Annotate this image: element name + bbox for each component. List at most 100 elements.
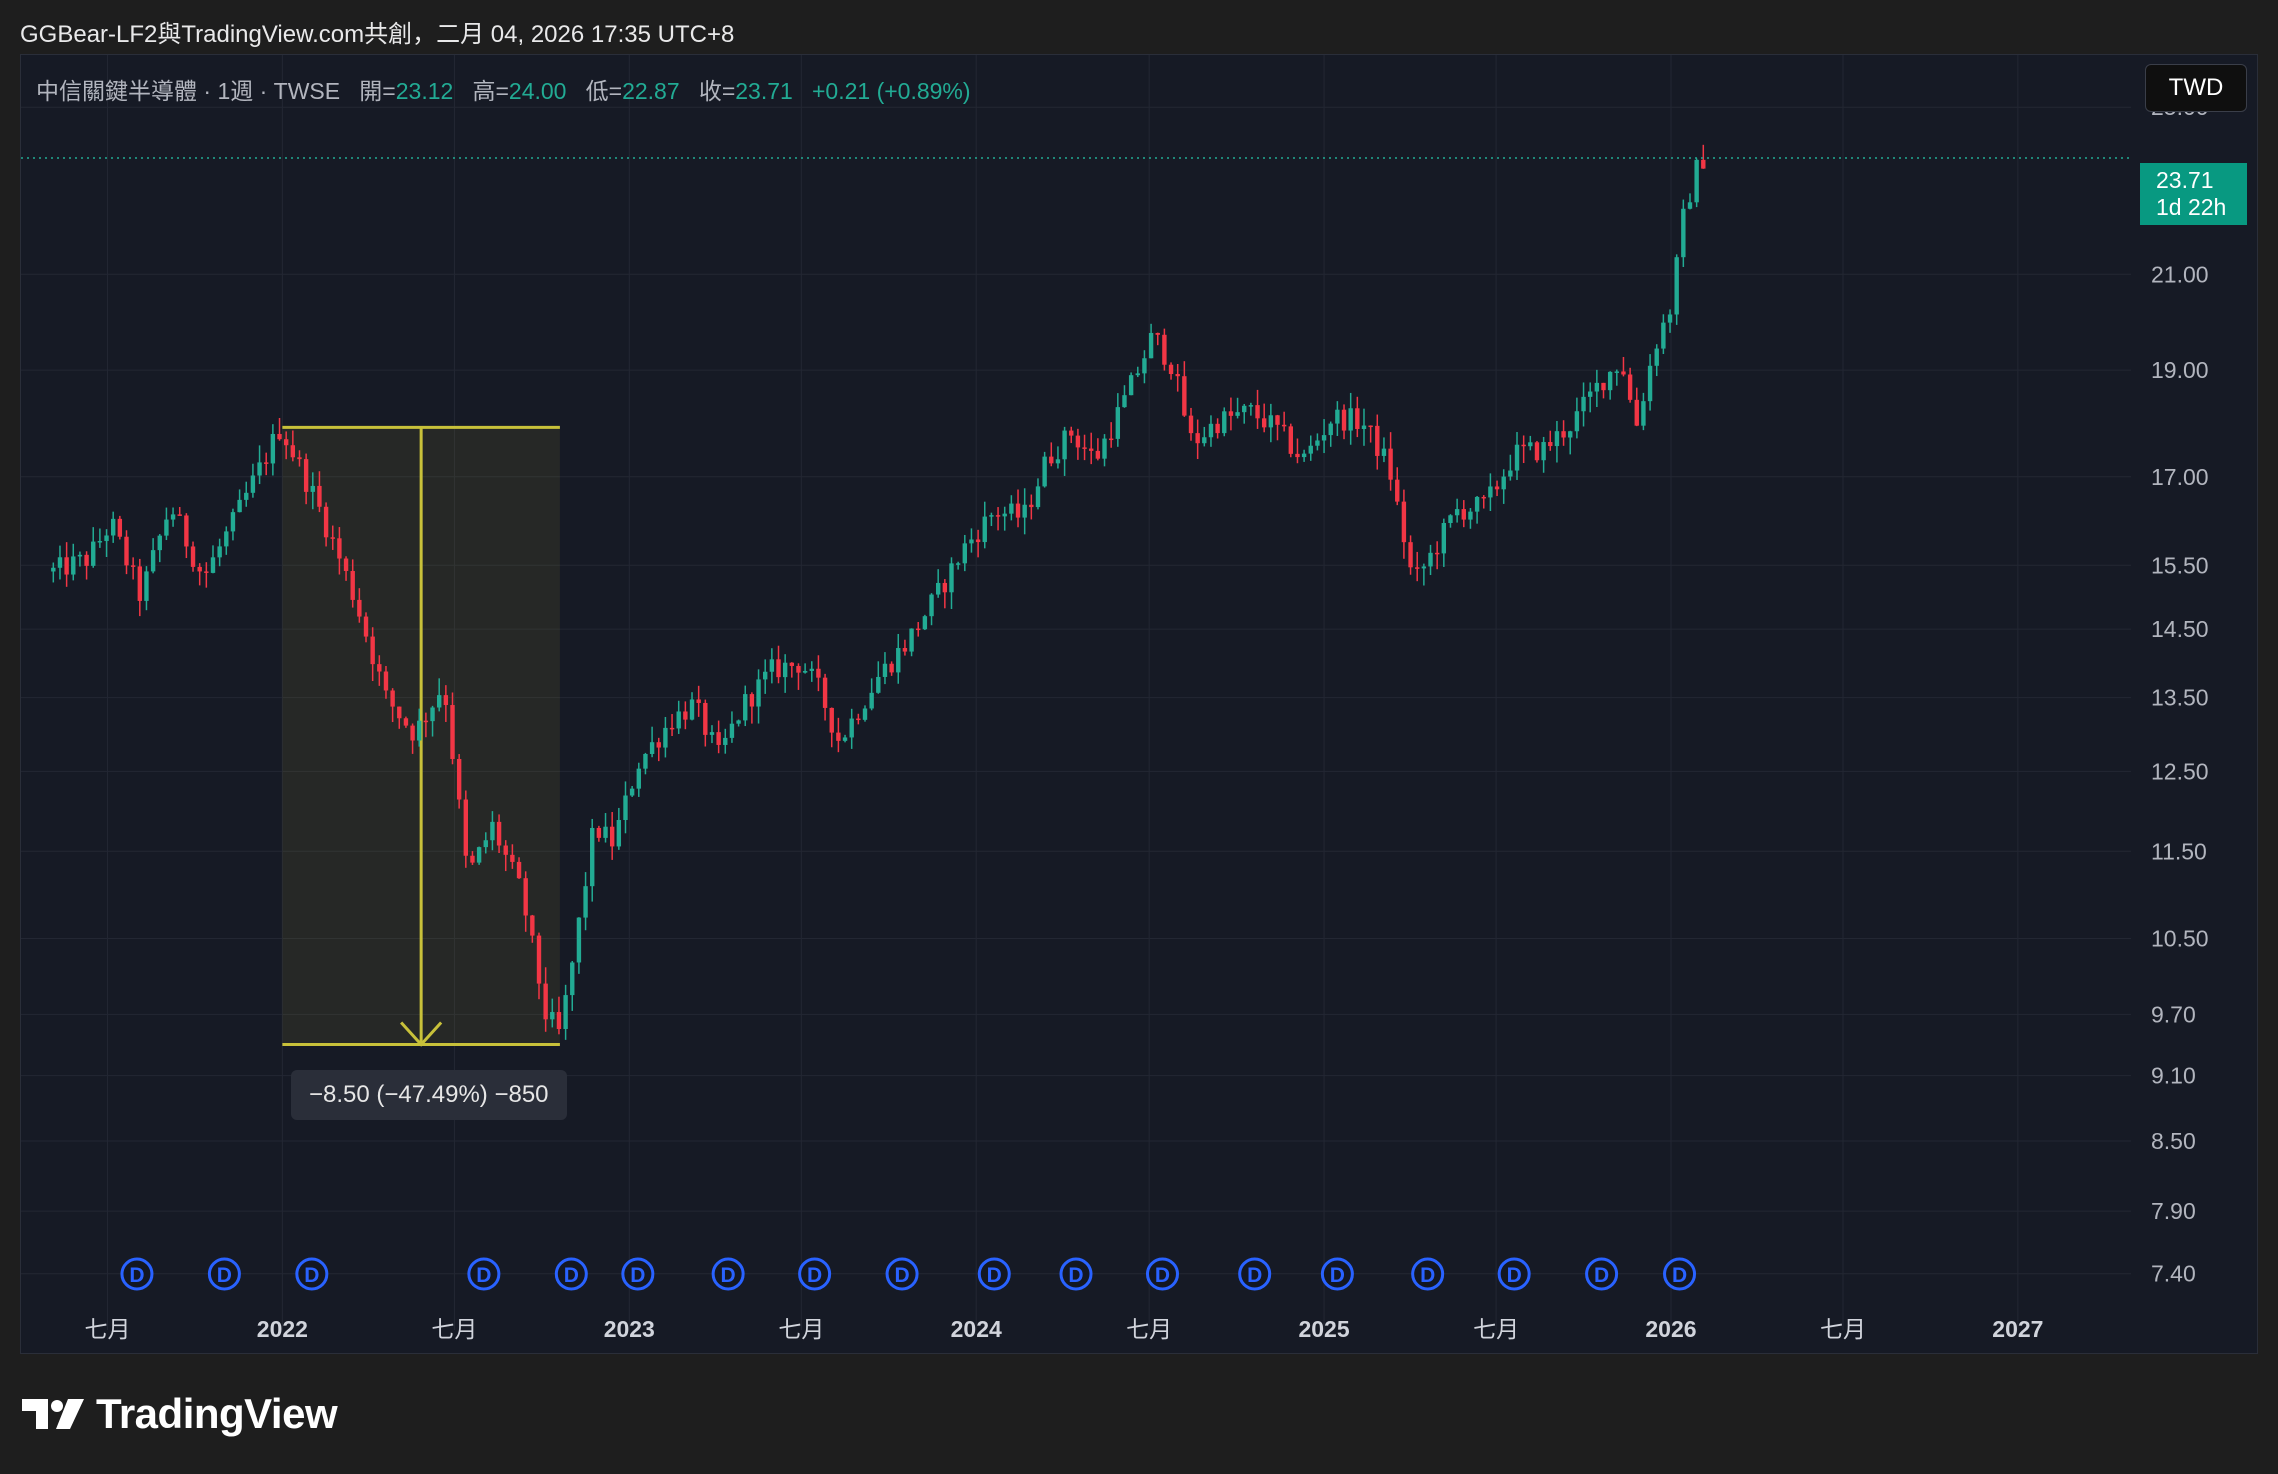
candle-body (1408, 542, 1413, 568)
candle-body (969, 539, 974, 544)
candle-body (935, 582, 941, 595)
candle-body (97, 541, 103, 543)
candle-body (1441, 522, 1447, 554)
candle-body (1275, 415, 1280, 425)
candle-body (71, 556, 76, 575)
candle-body (896, 648, 901, 673)
dividend-marker-label: D (1330, 1264, 1345, 1287)
candle-body (137, 566, 143, 601)
candle-body (1647, 365, 1653, 402)
price-tick-label: 7.90 (2151, 1198, 2196, 1224)
candle-body (337, 538, 342, 559)
candle-body (204, 571, 209, 573)
candle-body (1401, 501, 1407, 543)
dividend-marker-circle (1238, 1257, 1272, 1291)
dividend-marker: D (1238, 1257, 1272, 1291)
candle-body (383, 671, 389, 691)
measure-result-label: −8.50 (−47.49%) −850 (291, 1070, 567, 1120)
dividend-marker-circle (1585, 1257, 1619, 1291)
candle-body (363, 616, 369, 637)
candle-body (516, 861, 522, 879)
dividend-marker-circle (885, 1257, 919, 1291)
candle-body (390, 690, 395, 707)
candle-body (84, 554, 89, 566)
candle-body (303, 459, 309, 492)
candle-body (1395, 479, 1400, 502)
candle-body (543, 983, 548, 1020)
candle-body (277, 433, 282, 440)
candle-body (1268, 415, 1274, 428)
tradingview-logo-icon (22, 1399, 84, 1429)
candle-body (1701, 159, 1706, 169)
candle-body (703, 702, 708, 735)
dividend-marker-label: D (1155, 1264, 1170, 1287)
time-tick-label: 2025 (1298, 1316, 1349, 1342)
time-tick-label: 七月 (431, 1316, 477, 1342)
candle-body (57, 557, 63, 568)
candle-body (257, 462, 262, 476)
candle-body (590, 827, 595, 887)
candle-body (1381, 448, 1387, 456)
candle-body (1641, 401, 1646, 426)
dividend-marker: D (1497, 1257, 1531, 1291)
candle-body (716, 732, 721, 745)
candle-body (164, 519, 169, 536)
candle-body (1474, 496, 1480, 512)
dividend-marker-label: D (564, 1264, 579, 1287)
dividend-marker-circle (207, 1257, 241, 1291)
candle-body (889, 663, 894, 673)
dividend-marker: D (1585, 1257, 1619, 1291)
candle-body (856, 718, 861, 721)
candle-body (150, 550, 156, 572)
candle-body (1421, 566, 1427, 569)
candle-body (91, 541, 96, 566)
time-tick-label: 七月 (1473, 1316, 1519, 1342)
candle-body (1388, 448, 1393, 480)
currency-button[interactable]: TWD (2145, 64, 2247, 112)
dividend-marker-circle (1663, 1257, 1697, 1291)
candle-body (1468, 511, 1473, 520)
tradingview-logo: TradingView (22, 1390, 338, 1438)
candle-body (1261, 418, 1267, 428)
dividend-marker-label: D (129, 1264, 144, 1287)
dividend-marker-circle (120, 1257, 154, 1291)
candle-body (117, 518, 123, 537)
price-tick-label: 15.50 (2151, 552, 2209, 578)
candle-body (1148, 332, 1154, 359)
chart-caption: GGBear-LF2與TradingView.com共創，二月 04, 2026… (20, 21, 735, 48)
time-tick-label: 2022 (257, 1316, 308, 1342)
candle-body (1514, 444, 1520, 471)
candle-body (323, 506, 329, 538)
change-value: +0.21 (+0.89%) (811, 78, 971, 104)
dividend-marker: D (798, 1257, 832, 1291)
candle-body (689, 699, 695, 720)
candle-body (1494, 486, 1500, 490)
candle-body (1621, 371, 1626, 375)
dividend-marker-label: D (1594, 1264, 1609, 1287)
dividend-marker-label: D (217, 1264, 232, 1287)
candle-body (1082, 447, 1087, 449)
candle-body (876, 676, 881, 693)
price-tick-label: 17.00 (2151, 464, 2209, 490)
candle-body (1015, 503, 1021, 518)
dividend-marker-circle (1497, 1257, 1531, 1291)
candle-body (623, 795, 628, 821)
candle-body (743, 694, 748, 721)
candle-body (210, 557, 216, 573)
candles (51, 144, 1706, 1040)
candle-body (463, 799, 469, 856)
candle-body (217, 546, 222, 558)
candle-body (1607, 371, 1613, 391)
price-tick-label: 10.50 (2151, 925, 2209, 951)
candle-body (410, 725, 415, 741)
candle-body (1581, 396, 1586, 412)
candle-body (862, 708, 868, 720)
candle-body (563, 995, 568, 1029)
dividend-marker: D (207, 1257, 241, 1291)
candle-body (1434, 552, 1440, 555)
dividend-marker: D (1145, 1257, 1179, 1291)
candle-body (829, 707, 834, 733)
